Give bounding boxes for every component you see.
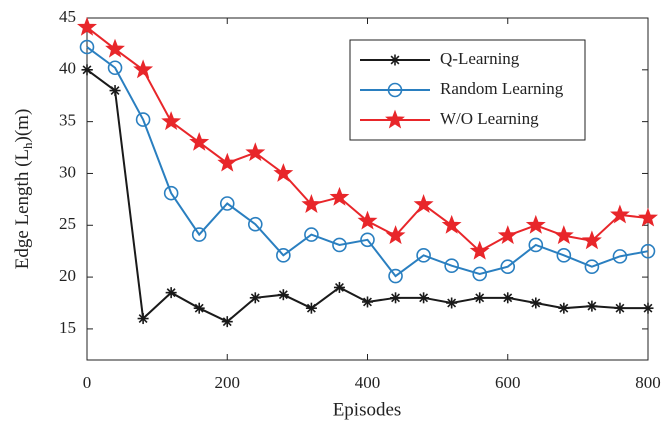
marker xyxy=(530,298,541,309)
y-tick-label: 45 xyxy=(59,7,76,26)
star-marker xyxy=(135,61,152,77)
marker xyxy=(390,292,401,303)
x-tick-label: 800 xyxy=(635,373,661,392)
x-tick-label: 200 xyxy=(215,373,241,392)
marker xyxy=(110,85,121,96)
x-tick-label: 400 xyxy=(355,373,381,392)
star-marker xyxy=(359,212,376,228)
marker xyxy=(334,282,345,293)
marker xyxy=(555,227,572,243)
marker xyxy=(278,289,289,300)
marker xyxy=(275,165,292,181)
y-tick-label: 35 xyxy=(59,111,76,130)
legend-label: Random Learning xyxy=(440,79,564,98)
y-tick-label: 25 xyxy=(59,214,76,233)
marker xyxy=(138,313,149,324)
x-tick-label: 600 xyxy=(495,373,521,392)
marker xyxy=(418,292,429,303)
y-label-part: )(m) xyxy=(12,109,33,143)
x-tick-label: 0 xyxy=(83,373,92,392)
star-marker xyxy=(219,154,236,170)
y-tick-label: 40 xyxy=(59,59,76,78)
star-marker xyxy=(275,165,292,181)
marker xyxy=(135,61,152,77)
x-axis-label: Episodes xyxy=(333,399,402,420)
marker xyxy=(614,303,625,314)
y-tick-label: 20 xyxy=(59,266,76,285)
y-tick-label: 30 xyxy=(59,162,76,181)
marker xyxy=(499,227,516,243)
marker xyxy=(222,316,233,327)
y-axis-label: Edge Length (Lh)(m) xyxy=(12,109,35,270)
marker xyxy=(166,287,177,298)
marker xyxy=(219,154,236,170)
chart: Episodes Edge Length (Lh)(m) 0 200 400 600 8… xyxy=(0,0,665,425)
star-marker xyxy=(555,227,572,243)
legend-label: Q-Learning xyxy=(440,49,520,68)
star-marker xyxy=(527,216,544,232)
marker xyxy=(194,303,205,314)
marker xyxy=(306,303,317,314)
marker xyxy=(362,296,373,307)
legend-label: W/O Learning xyxy=(440,109,539,128)
marker xyxy=(586,301,597,312)
marker xyxy=(359,212,376,228)
marker xyxy=(527,216,544,232)
y-label-part: Edge Length (L xyxy=(12,149,33,269)
marker xyxy=(82,64,93,75)
marker xyxy=(643,303,654,314)
marker xyxy=(250,292,261,303)
marker xyxy=(390,55,401,66)
marker xyxy=(558,303,569,314)
star-marker xyxy=(499,227,516,243)
marker xyxy=(446,298,457,309)
marker xyxy=(474,292,485,303)
y-tick-label: 15 xyxy=(59,318,76,337)
marker xyxy=(502,292,513,303)
